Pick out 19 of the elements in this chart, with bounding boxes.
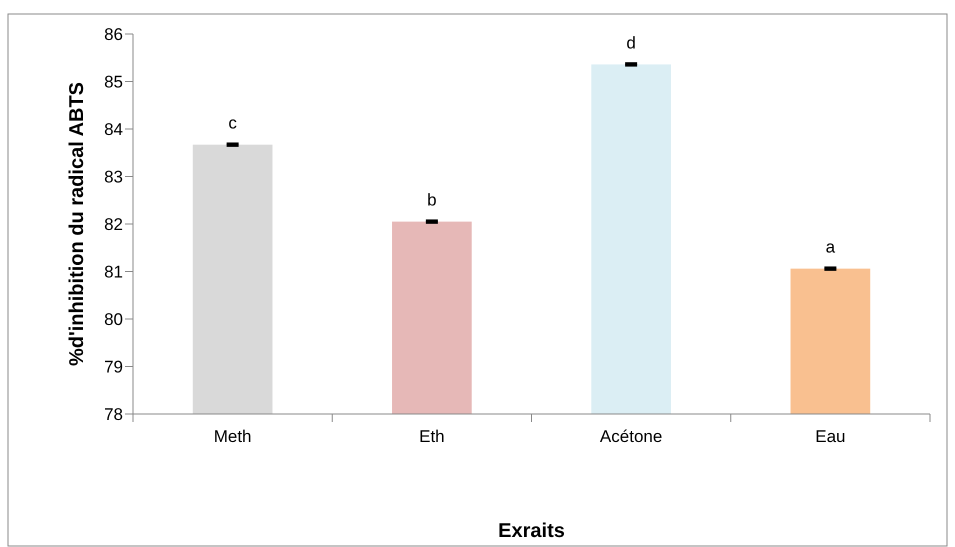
y-tick-label: 78 — [104, 404, 123, 424]
y-tick-label: 81 — [104, 262, 123, 282]
x-tick-label: Eth — [419, 427, 445, 446]
annotation: b — [427, 190, 437, 210]
y-tick-label: 83 — [104, 167, 123, 186]
annotation: c — [228, 114, 238, 133]
y-tick-label: 82 — [104, 214, 123, 234]
y-tick-label: 86 — [104, 24, 123, 44]
annotation: d — [626, 33, 636, 52]
x-tick-label: Acétone — [600, 427, 662, 446]
y-tick-label: 80 — [104, 310, 123, 329]
x-tick-label: Eau — [815, 427, 846, 446]
y-tick-label: 79 — [104, 357, 123, 376]
x-tick-label: Meth — [214, 427, 252, 446]
y-axis-title: %d'inhibition du radical ABTS — [66, 82, 88, 366]
annotation: a — [826, 238, 836, 257]
y-tick-label: 85 — [104, 72, 123, 92]
x-axis-title: Exraits — [498, 520, 565, 542]
y-tick-label: 84 — [104, 120, 123, 139]
